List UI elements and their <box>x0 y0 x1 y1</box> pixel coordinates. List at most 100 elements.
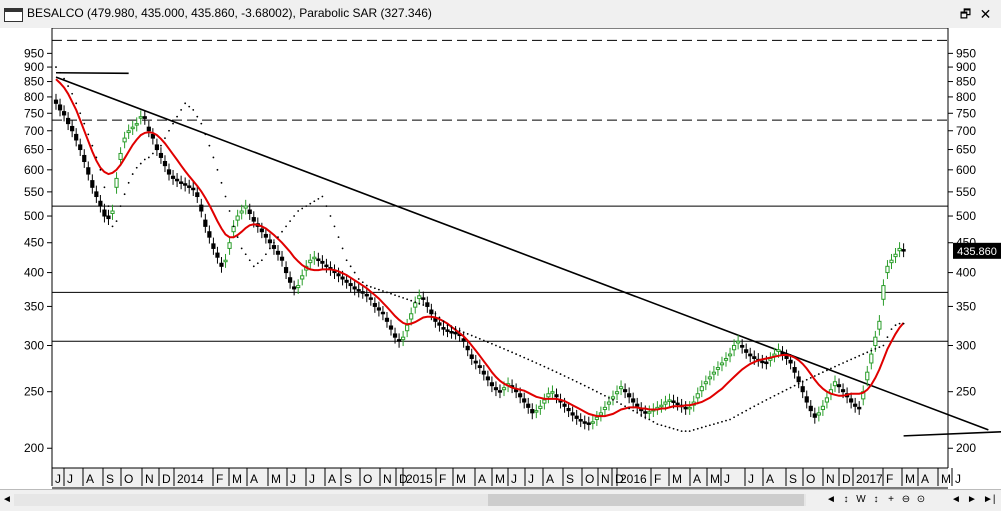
candle-body <box>635 403 640 407</box>
y-tick-label-right: 250 <box>956 385 976 399</box>
y-tick-label-right: 700 <box>956 124 976 138</box>
close-button[interactable]: ✕ <box>978 7 993 22</box>
sar-dot <box>656 423 659 425</box>
sar-dot <box>660 424 663 427</box>
candle-body <box>396 339 402 342</box>
candle-body <box>211 243 216 249</box>
y-tick-label-right: 350 <box>956 299 976 313</box>
sar-dot <box>240 247 243 250</box>
y-tick-label-left: 400 <box>24 266 44 280</box>
sar-dot <box>604 394 606 397</box>
x-tick-label: O <box>806 472 815 486</box>
sar-dot <box>365 284 368 287</box>
candle-body <box>235 215 240 221</box>
nav-button-2[interactable]: ►| <box>983 494 996 505</box>
sar-dot <box>454 328 457 331</box>
sar-dot <box>216 168 219 171</box>
sar-dot <box>188 105 191 108</box>
candle-body <box>497 390 503 393</box>
x-tick-label: A <box>766 472 774 486</box>
y-tick-label-left: 900 <box>24 60 44 74</box>
candle-body <box>752 356 757 359</box>
zoom-button-6[interactable]: ⊙ <box>916 494 926 505</box>
sar-dot <box>882 344 885 347</box>
sar-dot <box>543 365 546 368</box>
candle-body <box>707 376 712 380</box>
candle-body <box>647 411 652 414</box>
sar-dot <box>898 322 901 325</box>
nav-button-0[interactable]: ◄ <box>951 494 961 505</box>
sar-dot <box>139 162 142 165</box>
zoom-button-2[interactable]: W <box>856 494 866 505</box>
candle-body <box>562 403 567 407</box>
sar-dot <box>309 202 312 205</box>
sar-dot <box>442 320 445 323</box>
sar-dot <box>499 346 501 349</box>
candle-body <box>223 259 228 263</box>
x-tick-label: S <box>789 472 797 486</box>
candle-body <box>61 111 67 116</box>
candle-body <box>493 387 499 391</box>
x-tick-label: J <box>290 472 296 486</box>
x-tick-label: F <box>654 472 661 486</box>
sar-dot <box>446 324 449 327</box>
candle-body <box>53 99 59 104</box>
scrollbar-thumb[interactable] <box>488 494 804 506</box>
candle-body <box>627 393 632 398</box>
candle-body <box>90 180 95 188</box>
zoom-button-3[interactable]: ↕ <box>873 494 879 505</box>
y-tick-label-left: 500 <box>24 209 44 223</box>
candle-body <box>582 421 587 424</box>
candle-body <box>760 360 765 364</box>
y-tick-label-left: 800 <box>24 90 44 104</box>
sar-dot <box>571 378 574 381</box>
candle-body <box>534 410 539 413</box>
candle-body <box>687 406 692 410</box>
restore-button[interactable]: 🗗 <box>958 7 973 22</box>
candle-body <box>126 130 131 134</box>
sar-dot <box>830 367 832 370</box>
sar-dot <box>531 360 534 363</box>
sar-dot <box>672 427 675 430</box>
zoom-button-0[interactable]: ◄ <box>826 494 836 505</box>
sar-dot <box>418 302 421 305</box>
candle-body <box>413 302 418 308</box>
candle-body <box>481 370 486 375</box>
candle-body <box>392 333 398 338</box>
candle-body <box>283 267 289 274</box>
sar-dot <box>151 152 154 155</box>
sar-dot <box>797 382 800 385</box>
candle-body <box>114 177 119 188</box>
nav-button-1[interactable]: ► <box>967 494 977 505</box>
zoom-button-4[interactable]: + <box>888 494 894 505</box>
sar-dot <box>305 205 308 207</box>
zoom-button-1[interactable]: ↕ <box>843 494 849 505</box>
sar-dot <box>450 326 453 329</box>
sar-dot <box>341 247 344 250</box>
candle-body <box>166 169 172 175</box>
candle-body <box>376 307 381 311</box>
sar-dot <box>527 358 530 361</box>
sar-dot <box>793 384 796 387</box>
sar-dot <box>785 388 788 391</box>
candle-body <box>174 178 180 182</box>
sar-dot <box>394 294 396 296</box>
chart-title: BESALCO (479.980, 435.000, 435.860, -3.6… <box>27 6 432 20</box>
sar-dot <box>874 347 877 350</box>
sar-dot <box>684 430 687 432</box>
sar-dot <box>482 339 485 342</box>
sar-dot <box>426 305 429 308</box>
sar-dot <box>87 133 90 136</box>
window-icon <box>4 8 23 22</box>
y-tick-label-left: 850 <box>24 75 44 89</box>
y-tick-label-left: 250 <box>24 385 44 399</box>
sar-dot <box>636 411 639 414</box>
sar-dot <box>470 334 473 337</box>
scroll-left-button[interactable]: ◄ <box>2 494 12 505</box>
sar-dot <box>765 399 768 401</box>
zoom-button-5[interactable]: ⊖ <box>901 494 911 505</box>
candle-body <box>586 422 591 425</box>
sar-dot <box>854 356 857 359</box>
candle-body <box>239 210 244 214</box>
